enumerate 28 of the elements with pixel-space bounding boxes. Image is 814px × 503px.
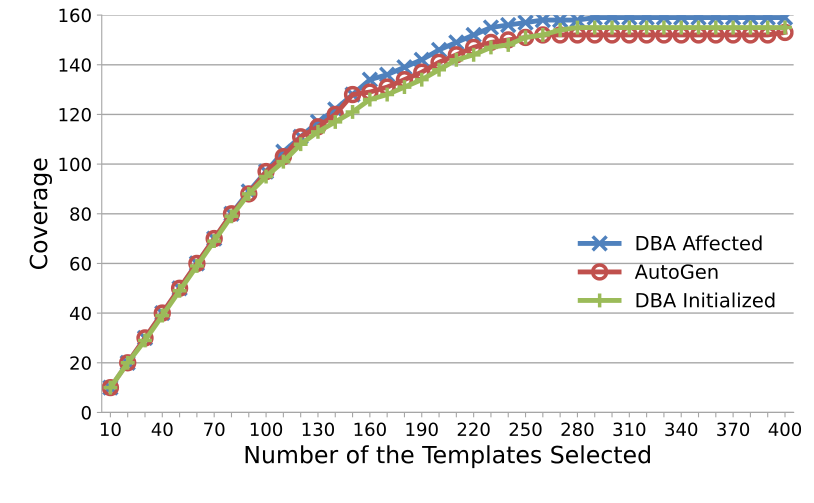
x-tick-label: 250 <box>510 422 542 436</box>
x-axis-title: Number of the Templates Selected <box>246 445 650 468</box>
x-tick-label: 340 <box>665 422 698 436</box>
y-tick-label: 100 <box>60 158 91 172</box>
x-tick-label: 10 <box>100 422 121 436</box>
y-tick-label: 80 <box>70 207 91 221</box>
legend-label: AutoGen <box>634 264 718 280</box>
x-tick-label: 220 <box>458 422 490 436</box>
x-tick-label: 280 <box>562 422 594 436</box>
y-tick-label: 60 <box>70 256 91 271</box>
x-tick-label: 370 <box>717 422 750 436</box>
x-tick-label: 40 <box>152 422 173 436</box>
y-tick-label: 140 <box>60 58 91 72</box>
legend-label: DBA Initialized <box>636 292 774 308</box>
x-tick-label: 190 <box>406 422 438 436</box>
x-tick-label: 130 <box>302 422 334 436</box>
x-tick-label: 160 <box>354 422 386 436</box>
y-tick-label: 120 <box>60 108 91 122</box>
y-tick-label: 0 <box>82 406 91 420</box>
legend-label: DBA Affected <box>636 235 762 250</box>
x-tick-label: 100 <box>250 422 282 436</box>
y-axis-title: Coverage <box>30 158 52 270</box>
y-tick-label: 160 <box>60 8 91 22</box>
y-tick-label: 40 <box>70 306 91 320</box>
x-tick-label: 310 <box>613 422 646 436</box>
x-tick-label: 70 <box>204 422 224 436</box>
x-tick-label: 400 <box>768 422 802 436</box>
y-tick-label: 20 <box>70 356 91 370</box>
